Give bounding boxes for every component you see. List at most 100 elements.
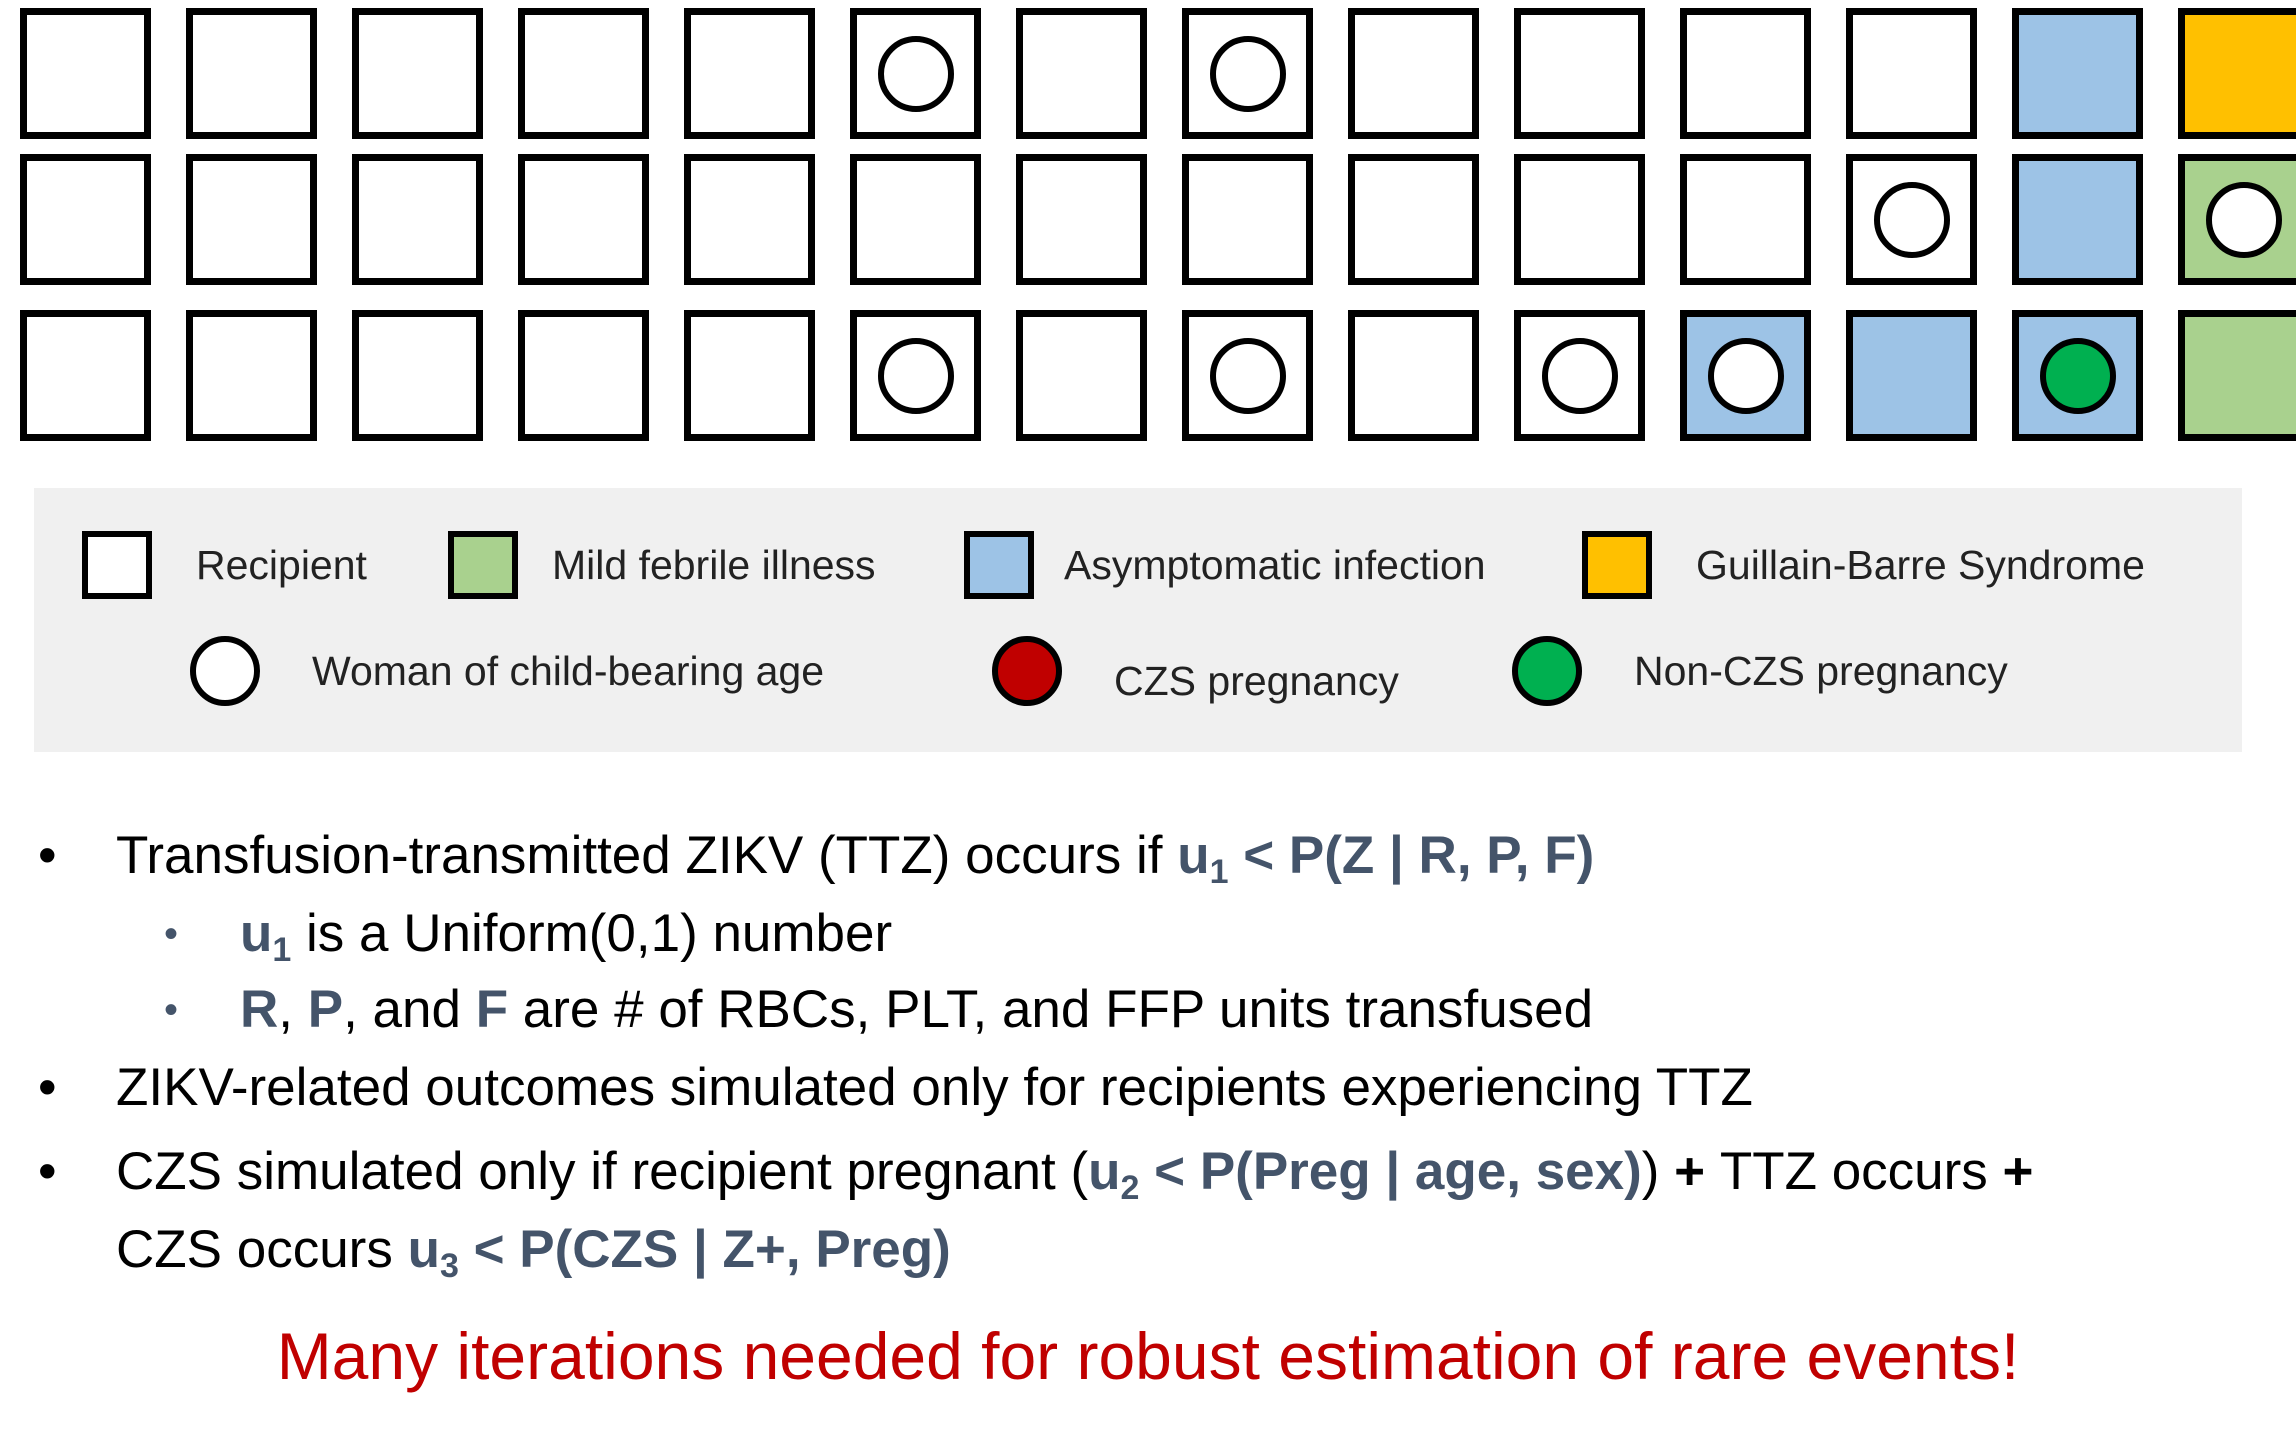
sub-bullet-dot: • [164,988,179,1032]
recipient-cell [850,8,981,139]
legend-woman-label: Woman of child-bearing age [312,647,825,694]
bullet-ttz-expr: < P(Z | R, P, F) [1228,826,1595,885]
bullet-ttz: Transfusion-transmitted ZIKV (TTZ) occur… [116,824,1594,904]
legend-woman-circle [190,636,260,706]
recipient-cell [1348,8,1479,139]
legend: Recipient Mild febrile illness Asymptoma… [34,488,2242,752]
bullet-czs-text: CZS simulated only if recipient pregnant… [116,1142,1089,1201]
woman-marker [877,35,954,112]
recipient-cell [20,8,151,139]
sub-bullet-r: R [240,980,279,1039]
legend-mild-febrile-swatch [448,531,518,599]
recipient-cell [186,8,317,139]
recipient-cell [20,310,151,441]
legend-asymptomatic-swatch [964,531,1034,599]
sub-bullet-comma: , [278,980,308,1039]
recipient-cell [684,154,815,285]
recipient-cell [1514,154,1645,285]
recipient-cell [1348,154,1479,285]
bullet-dot: • [38,826,57,885]
bullet-czs-u3: u [407,1220,440,1279]
bullet-czs-u3-expr: < P(CZS | Z+, Preg) [458,1220,951,1279]
legend-gbs-swatch [1582,531,1652,599]
legend-czs-label: CZS pregnancy [1114,657,1399,704]
legend-czs-circle [992,636,1062,706]
woman-marker [1707,337,1784,414]
non-czs-pregnancy-marker [2039,337,2116,414]
legend-recipient-swatch [82,531,152,599]
recipient-cell [352,310,483,441]
recipient-cell [1680,154,1811,285]
recipient-cell [352,8,483,139]
sub-bullet-rpf: R, P, and F are # of RBCs, PLT, and FFP … [240,978,1593,1042]
legend-asymptomatic-label: Asymptomatic infection [1064,541,1486,588]
recipient-cell [1182,154,1313,285]
woman-marker [1209,337,1286,414]
bullet-czs-u3-sub: 3 [439,1247,459,1285]
recipient-cell [684,310,815,441]
recipient-cell [1348,310,1479,441]
bullet-czs-expr: < P(Preg | age, sex) [1139,1142,1642,1201]
bullet-czs-occurs: CZS occurs [116,1220,408,1279]
bullet-czs-plus2: + [1987,1142,2034,1201]
recipient-cell [518,310,649,441]
recipient-cell [1846,8,1977,139]
recipient-cell [1680,8,1811,139]
legend-non-czs: Non-CZS pregnancy [1512,636,2008,706]
legend-mild-febrile-label: Mild febrile illness [552,541,876,588]
recipient-cell [2012,154,2143,285]
sub-bullet-u1-text: is a Uniform(0,1) number [291,904,893,963]
woman-marker [1541,337,1618,414]
recipient-cell [2178,8,2296,139]
legend-gbs-label: Guillain-Barre Syndrome [1696,541,2145,588]
woman-marker [1873,181,1950,258]
recipient-cell [1846,310,1977,441]
legend-czs: CZS pregnancy [992,636,1399,706]
recipient-cell [20,154,151,285]
recipient-cell [2012,8,2143,139]
legend-recipient-label: Recipient [196,541,367,588]
recipient-cell [1016,8,1147,139]
recipient-cell [2012,310,2143,441]
woman-marker [1209,35,1286,112]
woman-marker [2205,181,2282,258]
legend-non-czs-circle [1512,636,1582,706]
legend-asymptomatic: Asymptomatic infection [964,531,1486,599]
recipient-cell [1016,154,1147,285]
sub-bullet-u1-u: u [240,904,273,963]
recipient-cell [186,310,317,441]
footer-note: Many iterations needed for robust estima… [276,1319,2020,1393]
recipient-cell [1514,8,1645,139]
sub-bullet-dot: • [164,912,179,956]
bullet-dot: • [38,1142,57,1201]
sub-bullet-f: F [475,980,509,1039]
recipient-cell [186,154,317,285]
bullet-outcomes: ZIKV-related outcomes simulated only for… [116,1058,1753,1117]
bullet-dot: • [38,1058,57,1117]
bullet-czs-close: ) [1641,1142,1660,1201]
bullet-ttz-text: Transfusion-transmitted ZIKV (TTZ) occur… [116,826,1178,885]
sub-bullet-p: P [307,980,344,1039]
woman-marker [877,337,954,414]
bullet-czs-mid: TTZ occurs [1719,1142,1988,1201]
recipient-cell [518,8,649,139]
bullet-ttz-u-sub: 1 [1209,853,1229,891]
recipient-cell [1182,310,1313,441]
recipient-cell [2178,310,2296,441]
bullet-czs-continued: CZS occurs u3 < P(CZS | Z+, Preg) [116,1218,951,1298]
sub-bullet-and: , and [343,980,476,1039]
recipient-cell [2178,154,2296,285]
sub-bullet-rpf-text: are # of RBCs, PLT, and FFP units transf… [508,980,1594,1039]
recipient-cell [684,8,815,139]
legend-woman: Woman of child-bearing age [190,636,824,706]
legend-non-czs-label: Non-CZS pregnancy [1634,647,2008,694]
recipient-cell [518,154,649,285]
recipient-cell [1182,8,1313,139]
bullet-czs-plus1: + [1659,1142,1720,1201]
recipient-cell [1016,310,1147,441]
bullet-ttz-u: u [1177,826,1210,885]
recipient-cell [850,154,981,285]
sub-bullet-u1: u1 is a Uniform(0,1) number [240,902,892,982]
bullet-czs: CZS simulated only if recipient pregnant… [116,1140,2034,1220]
recipient-cell [1846,154,1977,285]
